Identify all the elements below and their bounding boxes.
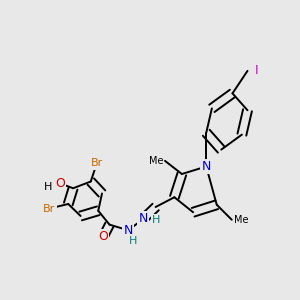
Text: O: O xyxy=(98,230,108,244)
Text: Br: Br xyxy=(44,203,56,214)
Text: H: H xyxy=(152,215,160,225)
Text: H: H xyxy=(129,236,137,247)
Text: Me: Me xyxy=(234,215,248,225)
Text: N: N xyxy=(124,224,133,237)
Text: N: N xyxy=(139,212,148,226)
Text: I: I xyxy=(254,64,258,77)
Text: H: H xyxy=(44,182,52,192)
Text: N: N xyxy=(202,160,211,173)
Text: Me: Me xyxy=(148,156,163,166)
Text: Br: Br xyxy=(91,158,103,169)
Text: O: O xyxy=(55,177,65,190)
